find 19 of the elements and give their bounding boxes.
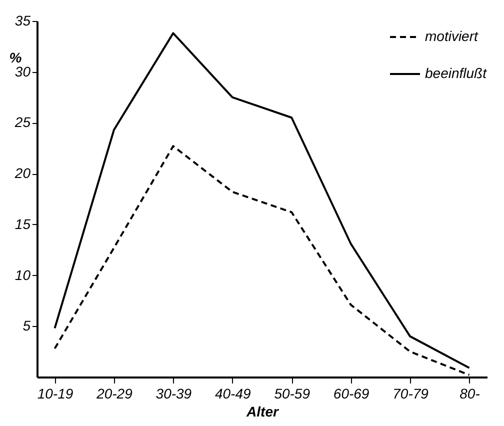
x-tick-label: 40-49 (214, 386, 252, 402)
y-tick-label: 35 (14, 12, 31, 28)
y-axis-title: % (9, 50, 22, 66)
x-tick-label: 50-59 (274, 386, 310, 402)
y-tick-label: 5 (22, 318, 31, 334)
y-tick-label: 10 (14, 266, 31, 283)
x-tick-label: 10-19 (37, 386, 74, 402)
x-tick-label: 80- (460, 386, 480, 402)
y-tick-label: 30 (14, 63, 31, 80)
y-tick-label: 20 (14, 165, 31, 182)
y-tick-label: 15 (14, 216, 31, 232)
legend-label: motiviert (425, 28, 480, 44)
x-axis-title: Alter (246, 404, 280, 420)
x-tick-label: 60-69 (333, 386, 370, 402)
y-tick-label: 25 (14, 114, 31, 130)
legend-label: beeinflußt (425, 65, 488, 81)
x-tick-label: 20-29 (96, 386, 133, 402)
x-tick-label: 70-79 (392, 386, 429, 402)
x-tick-label: 30-39 (156, 386, 192, 402)
